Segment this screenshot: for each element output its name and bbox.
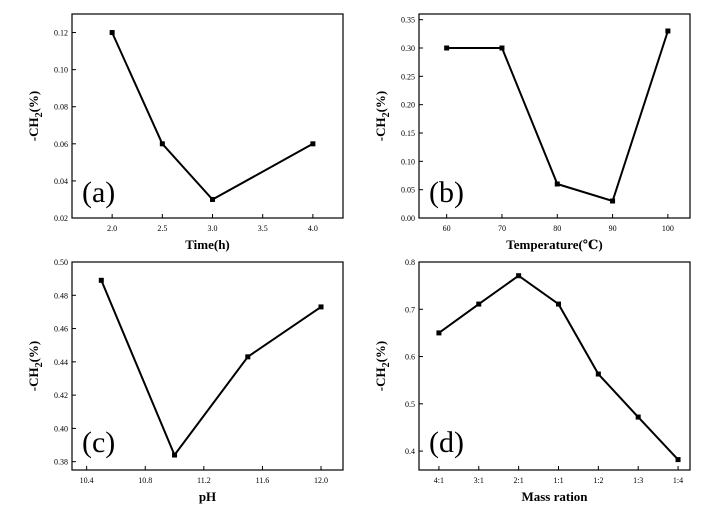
- x-tick-label: 70: [498, 224, 506, 233]
- x-tick-label: 3.0: [208, 224, 218, 233]
- x-tick-label: 2.5: [157, 224, 167, 233]
- y-axis-label: -CH2(%): [26, 341, 45, 392]
- panel-1: 60 70 80 90 100 0.00 0.05 0.10 0.15 0.20 0.25 0.30 0…: [373, 13, 691, 252]
- x-tick-label: 60: [443, 224, 451, 233]
- panel-letter: (b): [429, 176, 464, 209]
- panel-letter: (c): [82, 426, 115, 459]
- x-tick-label: 2:1: [514, 476, 524, 485]
- data-point: [98, 277, 104, 283]
- data-point: [610, 198, 616, 204]
- x-tick-label: 12.0: [314, 476, 328, 485]
- x-tick-label: 80: [553, 224, 561, 233]
- y-tick-label: 0.06: [54, 140, 68, 149]
- x-axis-label: Mass ration: [521, 489, 588, 504]
- data-point: [635, 414, 641, 420]
- y-tick-label: 0.04: [54, 177, 68, 186]
- y-tick-label: 0.02: [54, 214, 68, 223]
- series-line: [111, 32, 314, 201]
- data-point: [555, 301, 561, 307]
- data-point: [436, 330, 442, 336]
- y-tick-label: 0.50: [54, 258, 68, 267]
- x-tick-label: 3.5: [258, 224, 268, 233]
- data-point: [595, 371, 601, 377]
- y-tick-label: 0.05: [401, 186, 415, 195]
- y-tick-label: 0.4: [405, 447, 415, 456]
- x-tick-label: 1:1: [553, 476, 563, 485]
- y-tick-label: 0.7: [405, 305, 415, 314]
- y-tick-label: 0.44: [54, 358, 68, 367]
- data-point: [310, 141, 316, 147]
- x-tick-label: 10.4: [80, 476, 94, 485]
- data-point: [245, 354, 251, 360]
- y-tick-label: 0.48: [54, 291, 68, 300]
- data-point: [499, 45, 505, 51]
- y-tick-label: 0.5: [405, 400, 415, 409]
- data-point: [318, 304, 324, 310]
- y-tick-label: 0.38: [54, 458, 68, 467]
- y-tick-label: 0.46: [54, 325, 68, 334]
- x-tick-label: 1:3: [633, 476, 643, 485]
- data-point: [159, 141, 165, 147]
- y-tick-label: 0.6: [405, 353, 415, 362]
- data-point: [172, 452, 178, 458]
- panel-letter: (d): [429, 426, 464, 459]
- plot-frame: [418, 13, 691, 219]
- y-tick-label: 0.08: [54, 103, 68, 112]
- x-tick-label: 100: [662, 224, 674, 233]
- panel-2: 10.4 10.8 11.2 11.6 12.0 0.38 0.40 0.42 0.44 0.46…: [26, 258, 344, 504]
- x-tick-label: 4:1: [434, 476, 444, 485]
- x-tick-label: 90: [609, 224, 617, 233]
- y-tick-label: 0.35: [401, 16, 415, 25]
- x-tick-label: 1:2: [593, 476, 603, 485]
- y-tick-label: 0.25: [401, 72, 415, 81]
- x-axis-label: pH: [199, 489, 216, 504]
- plot-frame: [418, 261, 691, 471]
- y-axis-label: -CH2(%): [373, 91, 392, 142]
- data-point: [210, 196, 216, 202]
- data-point: [516, 273, 522, 279]
- x-tick-label: 11.6: [256, 476, 270, 485]
- x-tick-label: 10.8: [138, 476, 152, 485]
- data-point: [665, 28, 671, 34]
- series-line: [446, 30, 669, 203]
- data-point: [109, 30, 115, 36]
- y-tick-label: 0.20: [401, 101, 415, 110]
- x-axis-label: Time(h): [185, 237, 230, 252]
- y-tick-label: 0.00: [401, 214, 415, 223]
- panel-0: 2.0 2.5 3.0 3.5 4.0 0.02 0.04 0.06 0.08 0.10 0.12 T…: [26, 13, 344, 252]
- data-point: [444, 45, 450, 51]
- y-tick-label: 0.10: [54, 66, 68, 75]
- y-tick-label: 0.8: [405, 258, 415, 267]
- y-tick-label: 0.40: [54, 424, 68, 433]
- panel-3: 4:1 3:1 2:1 1:1 1:2 1:3 1:4 0.4 0.5 0.6 0.7 0.8 Mass…: [373, 258, 691, 504]
- y-tick-label: 0.30: [401, 44, 415, 53]
- x-tick-label: 1:4: [673, 476, 683, 485]
- x-axis-label: Temperature(℃): [506, 237, 602, 252]
- data-point: [675, 457, 681, 463]
- x-tick-label: 2.0: [107, 224, 117, 233]
- x-tick-label: 11.2: [197, 476, 211, 485]
- plot-frame: [71, 261, 344, 471]
- data-point: [476, 301, 482, 307]
- y-tick-label: 0.42: [54, 391, 68, 400]
- y-tick-label: 0.12: [54, 29, 68, 38]
- panel-letter: (a): [82, 176, 115, 209]
- series-line: [100, 279, 322, 458]
- y-tick-label: 0.10: [401, 157, 415, 166]
- y-tick-label: 0.15: [401, 129, 415, 138]
- y-axis-label: -CH2(%): [373, 341, 392, 392]
- plot-frame: [71, 13, 344, 219]
- y-axis-label: -CH2(%): [26, 91, 45, 142]
- x-tick-label: 3:1: [474, 476, 484, 485]
- data-point: [554, 181, 560, 187]
- x-tick-label: 4.0: [308, 224, 318, 233]
